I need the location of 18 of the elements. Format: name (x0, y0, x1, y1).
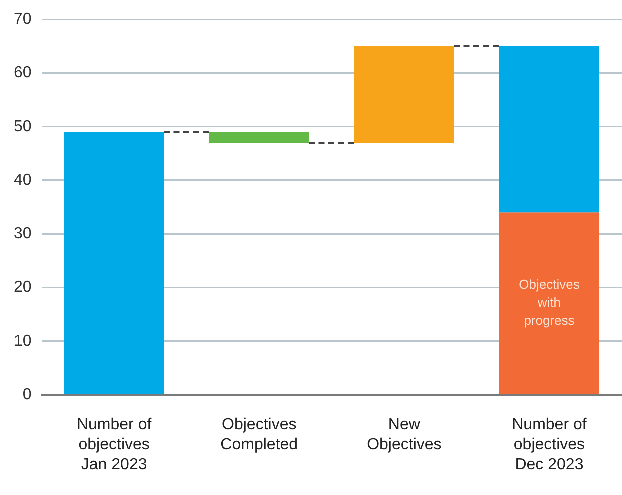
bar (499, 46, 600, 213)
x-tick-label: Number of objectives Dec 2023 (512, 416, 588, 474)
y-tick-label: 10 (14, 332, 32, 350)
x-tick-label: New Objectives (367, 416, 442, 454)
bar (64, 132, 164, 394)
y-tick-label: 20 (14, 279, 32, 296)
series-label: Objectives with progress (519, 277, 580, 328)
x-tick-label: Number of objectives Jan 2023 (76, 416, 152, 474)
bar (354, 46, 454, 143)
y-tick-label: 30 (14, 226, 32, 243)
y-tick-label: 40 (14, 172, 32, 189)
y-tick-label: 60 (14, 64, 32, 82)
y-tick-label: 70 (14, 11, 32, 28)
bar (499, 212, 600, 394)
bar (209, 132, 310, 143)
y-tick-label: 0 (22, 386, 32, 404)
x-tick-label: Objectives Completed (220, 416, 298, 454)
y-tick-label: 50 (14, 118, 32, 136)
